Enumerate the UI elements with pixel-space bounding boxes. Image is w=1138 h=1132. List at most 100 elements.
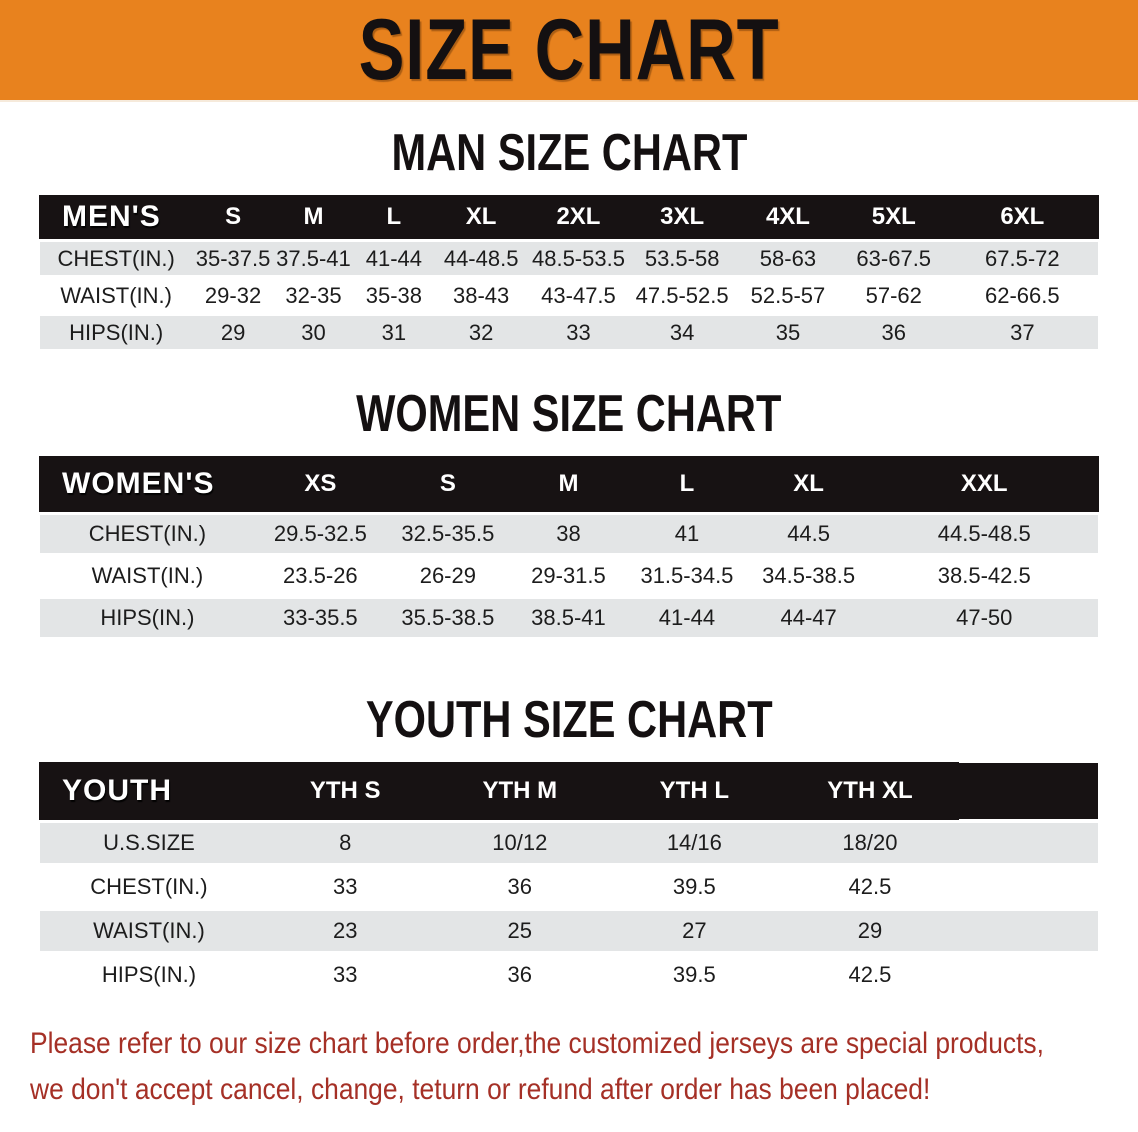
size-table: YOUTH YTH S YTH M YTH L YTH XL U.S.SIZE 8 10/12… bbox=[40, 759, 1098, 999]
table-cell: 33 bbox=[257, 955, 433, 995]
size-column-header: YTH S bbox=[257, 763, 433, 819]
section-title: MAN SIZE CHART bbox=[0, 124, 1138, 182]
table-row: HIPS(IN.) 33-35.5 35.5-38.5 38.5-41 41-44 44-… bbox=[40, 599, 1098, 637]
disclaimer: Please refer to our size chart before or… bbox=[0, 1021, 1138, 1113]
table-cell: 38.5-42.5 bbox=[870, 557, 1098, 595]
section-title-text: MAN SIZE CHART bbox=[391, 124, 747, 182]
table-cell: 29 bbox=[781, 911, 959, 951]
table-cell: 57-62 bbox=[840, 279, 947, 312]
table-cell: 47.5-52.5 bbox=[629, 279, 736, 312]
disclaimer-line-1: Please refer to our size chart before or… bbox=[30, 1027, 1044, 1060]
disclaimer-line-2: we don't accept cancel, change, teturn o… bbox=[30, 1073, 931, 1106]
section-title-text: YOUTH SIZE CHART bbox=[365, 691, 773, 749]
table-cell: 37 bbox=[946, 316, 1098, 349]
table-cell: 23.5-26 bbox=[254, 557, 386, 595]
size-column-header: L bbox=[353, 196, 435, 238]
table-header-row: YOUTH YTH S YTH M YTH L YTH XL bbox=[40, 763, 1098, 819]
empty-cell bbox=[958, 823, 1098, 863]
table-group-label: MEN'S bbox=[40, 196, 193, 238]
table-cell: 29-32 bbox=[192, 279, 274, 312]
table-cell: 41-44 bbox=[627, 599, 747, 637]
table-cell: 41 bbox=[627, 515, 747, 553]
size-column-header: XS bbox=[254, 457, 386, 511]
table-cell: 36 bbox=[840, 316, 947, 349]
table-cell: 35.5-38.5 bbox=[385, 599, 510, 637]
empty-cell bbox=[958, 911, 1098, 951]
table-cell: 26-29 bbox=[385, 557, 510, 595]
table-cell: 44.5-48.5 bbox=[870, 515, 1098, 553]
table-cell: 32.5-35.5 bbox=[385, 515, 510, 553]
table-cell: 39.5 bbox=[607, 867, 782, 907]
table-row: CHEST(IN.) 29.5-32.5 32.5-35.5 38 41 44.5 44.5… bbox=[40, 515, 1098, 553]
size-column-header: S bbox=[385, 457, 510, 511]
table-cell: 10/12 bbox=[432, 823, 608, 863]
table-cell: 27 bbox=[607, 911, 782, 951]
table-cell: 38.5-41 bbox=[509, 599, 628, 637]
size-column-header: YTH L bbox=[607, 763, 782, 819]
table-wrap: WOMEN'S XS S M L XL XXL CHEST(IN.) 29.5-32.5 32.5… bbox=[0, 453, 1138, 641]
row-label: WAIST(IN.) bbox=[40, 911, 258, 951]
table-cell: 25 bbox=[432, 911, 608, 951]
table-cell: 35-38 bbox=[353, 279, 435, 312]
table-cell: 32-35 bbox=[273, 279, 354, 312]
section-title: WOMEN SIZE CHART bbox=[0, 385, 1138, 443]
table-cell: 34 bbox=[629, 316, 736, 349]
size-column-header: 2XL bbox=[527, 196, 630, 238]
row-label: WAIST(IN.) bbox=[40, 279, 193, 312]
table-cell: 38-43 bbox=[434, 279, 528, 312]
table-cell: 32 bbox=[434, 316, 528, 349]
table-cell: 53.5-58 bbox=[629, 242, 736, 275]
table-cell: 42.5 bbox=[781, 955, 959, 995]
row-label: HIPS(IN.) bbox=[40, 599, 255, 637]
table-cell: 30 bbox=[273, 316, 354, 349]
table-cell: 33 bbox=[257, 867, 433, 907]
table-group-label: YOUTH bbox=[40, 763, 258, 819]
banner-title: SIZE CHART bbox=[306, 0, 832, 100]
table-header-row: WOMEN'S XS S M L XL XXL bbox=[40, 457, 1098, 511]
table-row: WAIST(IN.) 29-32 32-35 35-38 38-43 43-47.5 47.… bbox=[40, 279, 1098, 312]
table-header-row: MEN'S S M L XL 2XL 3XL 4XL 5XL 6XL bbox=[40, 196, 1098, 238]
section-title-text: WOMEN SIZE CHART bbox=[356, 385, 782, 443]
table-cell: 14/16 bbox=[607, 823, 782, 863]
table-row: WAIST(IN.) 23 25 27 29 bbox=[40, 911, 1098, 951]
empty-cell bbox=[958, 955, 1098, 995]
table-cell: 58-63 bbox=[735, 242, 841, 275]
table-cell: 44.5 bbox=[746, 515, 871, 553]
size-column-header: L bbox=[627, 457, 747, 511]
table-cell: 8 bbox=[257, 823, 433, 863]
table-cell: 35-37.5 bbox=[192, 242, 274, 275]
size-column-header: 3XL bbox=[629, 196, 736, 238]
size-column-header: YTH M bbox=[432, 763, 608, 819]
table-cell: 36 bbox=[432, 955, 608, 995]
table-cell: 29 bbox=[192, 316, 274, 349]
table-cell: 34.5-38.5 bbox=[746, 557, 871, 595]
table-cell: 36 bbox=[432, 867, 608, 907]
table-row: CHEST(IN.) 33 36 39.5 42.5 bbox=[40, 867, 1098, 907]
row-label: CHEST(IN.) bbox=[40, 867, 258, 907]
table-cell: 41-44 bbox=[353, 242, 435, 275]
table-cell: 37.5-41 bbox=[273, 242, 354, 275]
size-column-header: 4XL bbox=[735, 196, 841, 238]
table-cell: 29-31.5 bbox=[509, 557, 628, 595]
banner-title-text: SIZE CHART bbox=[358, 2, 780, 98]
size-table: WOMEN'S XS S M L XL XXL CHEST(IN.) 29.5-32.5 32.5… bbox=[40, 453, 1098, 641]
table-cell: 33 bbox=[527, 316, 630, 349]
size-column-header: XXL bbox=[870, 457, 1098, 511]
row-label: HIPS(IN.) bbox=[40, 955, 258, 995]
table-cell: 39.5 bbox=[607, 955, 782, 995]
size-column-header: M bbox=[509, 457, 628, 511]
row-label: U.S.SIZE bbox=[40, 823, 258, 863]
section-title: YOUTH SIZE CHART bbox=[0, 691, 1138, 749]
table-cell: 67.5-72 bbox=[946, 242, 1098, 275]
size-table: MEN'S S M L XL 2XL 3XL 4XL 5XL 6XL CHEST(IN.) 35-37… bbox=[40, 192, 1098, 353]
table-cell: 48.5-53.5 bbox=[527, 242, 630, 275]
row-label: WAIST(IN.) bbox=[40, 557, 255, 595]
size-chart-section: WOMEN SIZE CHART WOMEN'S XS S M L XL XXL CHEST(I… bbox=[0, 385, 1138, 641]
size-column-header: 5XL bbox=[840, 196, 947, 238]
table-cell: 38 bbox=[509, 515, 628, 553]
table-cell: 44-48.5 bbox=[434, 242, 528, 275]
table-wrap: MEN'S S M L XL 2XL 3XL 4XL 5XL 6XL CHEST(IN.) 35-37… bbox=[0, 192, 1138, 353]
table-cell: 62-66.5 bbox=[946, 279, 1098, 312]
table-cell: 35 bbox=[735, 316, 841, 349]
table-cell: 47-50 bbox=[870, 599, 1098, 637]
